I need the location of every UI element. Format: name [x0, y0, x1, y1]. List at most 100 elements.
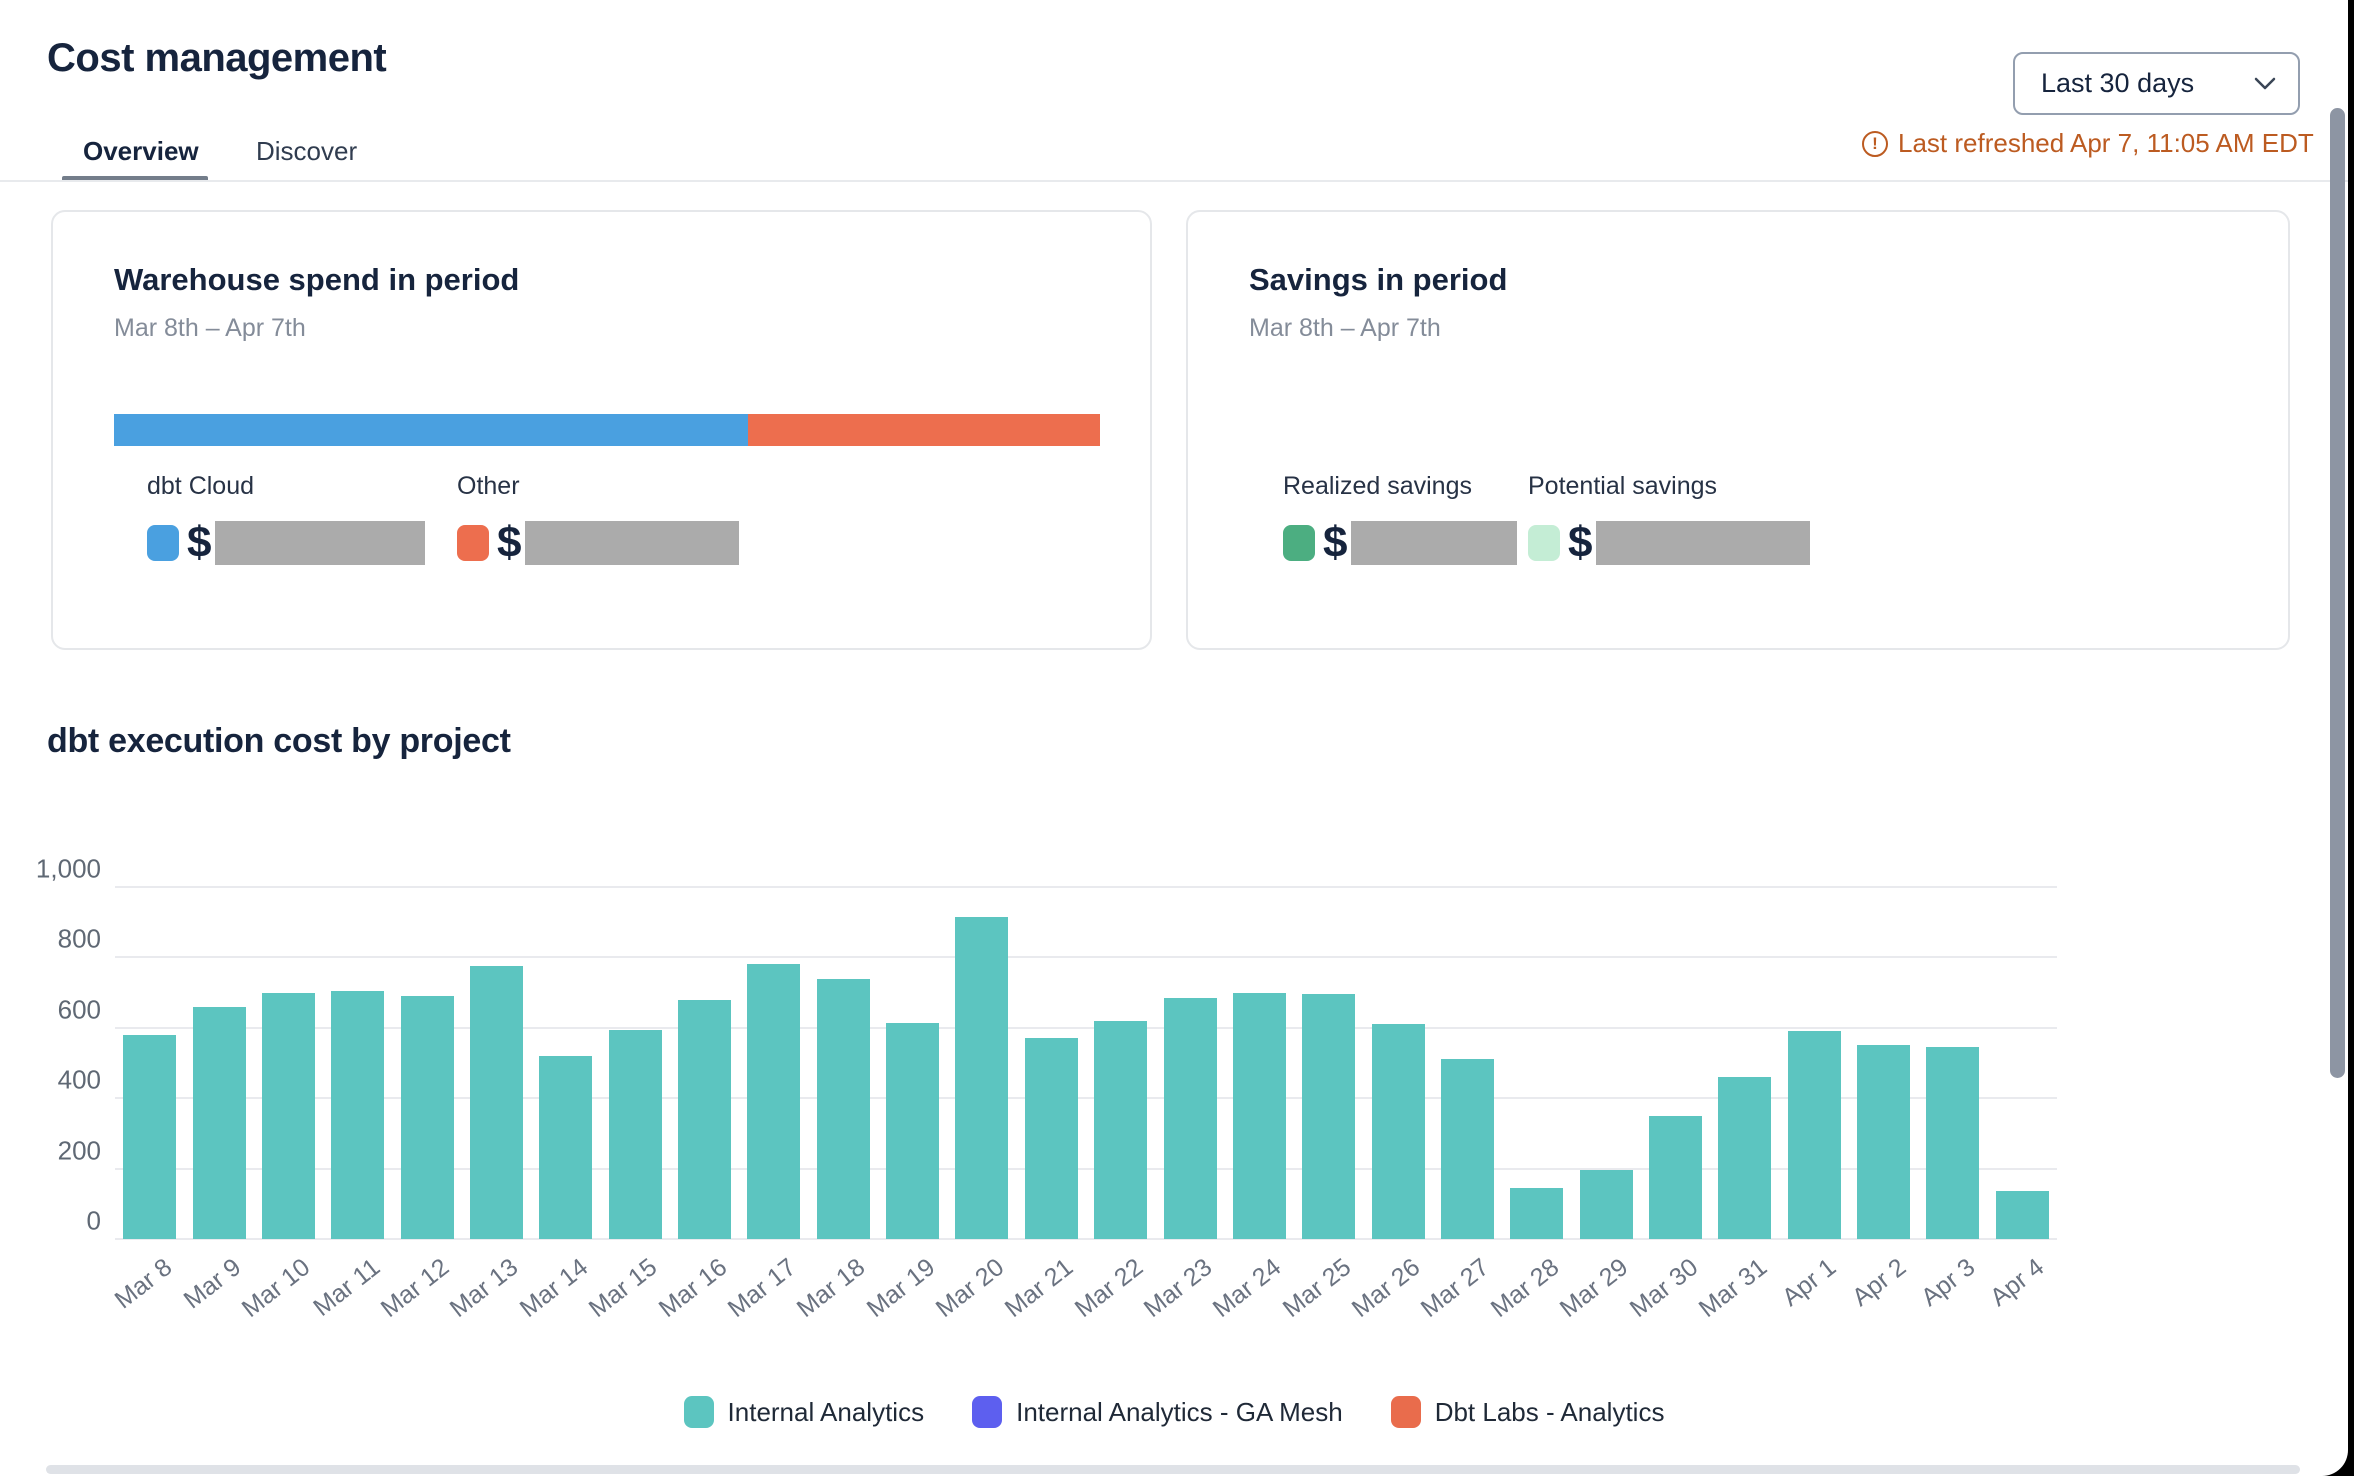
dbt-cloud-swatch-icon	[147, 525, 179, 561]
bar-mar-28[interactable]	[1510, 1187, 1564, 1239]
bar-mar-30[interactable]	[1649, 1115, 1703, 1239]
legend-item-realized-savings: Realized savings $	[1283, 472, 1518, 567]
x-tick-mar-20: Mar 20	[930, 1253, 1010, 1323]
x-tick-mar-13: Mar 13	[445, 1253, 524, 1323]
chart-legend-item-internal-analytics-ga-mesh[interactable]: Internal Analytics - GA Mesh	[972, 1396, 1343, 1428]
x-tick-mar-15: Mar 15	[583, 1253, 663, 1323]
bar-apr-4[interactable]	[1995, 1191, 2049, 1239]
dbt-labs-analytics-swatch-icon	[1390, 1396, 1421, 1428]
bar-apr-2[interactable]	[1857, 1045, 1911, 1239]
legend-value-row: $	[1283, 518, 1518, 567]
last-refreshed-text: Last refreshed Apr 7, 11:05 AM EDT	[1898, 128, 2314, 158]
bar-mar-27[interactable]	[1440, 1059, 1494, 1239]
x-tick-mar-28: Mar 28	[1485, 1253, 1565, 1323]
x-tick-mar-10: Mar 10	[237, 1253, 316, 1323]
x-tick-mar-31: Mar 31	[1693, 1253, 1773, 1323]
redacted-value	[215, 521, 426, 565]
currency-symbol: $	[1323, 518, 1348, 567]
bar-mar-8[interactable]	[123, 1034, 177, 1239]
bar-apr-1[interactable]	[1787, 1031, 1841, 1239]
last-refreshed-status: ! Last refreshed Apr 7, 11:05 AM EDT	[1862, 128, 2314, 159]
bar-mar-11[interactable]	[331, 990, 385, 1239]
x-tick-mar-12: Mar 12	[375, 1253, 455, 1323]
y-tick-200: 200	[57, 1135, 101, 1166]
bar-apr-3[interactable]	[1926, 1047, 1980, 1239]
gridline-0	[115, 1238, 2057, 1240]
bar-mar-17[interactable]	[747, 964, 801, 1239]
legend-label: Potential savings	[1528, 472, 1718, 500]
bar-mar-29[interactable]	[1579, 1170, 1633, 1239]
x-tick-mar-19: Mar 19	[861, 1253, 940, 1323]
bar-mar-16[interactable]	[678, 999, 732, 1239]
bar-mar-9[interactable]	[192, 1006, 246, 1239]
chevron-down-icon	[2254, 77, 2276, 90]
bar-mar-15[interactable]	[608, 1029, 662, 1239]
x-tick-apr-4: Apr 4	[1985, 1253, 2050, 1312]
x-tick-mar-18: Mar 18	[791, 1253, 871, 1323]
bar-mar-10[interactable]	[261, 992, 315, 1239]
potential-savings-swatch-icon	[1528, 525, 1560, 561]
spend-segment-other	[747, 414, 1100, 446]
redacted-value	[1351, 521, 1518, 565]
bar-mar-12[interactable]	[400, 996, 454, 1239]
x-tick-mar-14: Mar 14	[514, 1253, 594, 1323]
realized-savings-swatch-icon	[1283, 525, 1315, 561]
bar-mar-23[interactable]	[1163, 997, 1217, 1239]
chart-legend-label: Dbt Labs - Analytics	[1434, 1396, 1665, 1427]
bar-mar-21[interactable]	[1024, 1038, 1078, 1239]
tab-discover[interactable]: Discover	[256, 136, 358, 166]
internal-analytics-swatch-icon	[683, 1396, 714, 1428]
x-tick-mar-25: Mar 25	[1277, 1253, 1356, 1323]
horizontal-scrollbar[interactable]	[46, 1465, 2300, 1474]
currency-symbol: $	[187, 518, 212, 567]
x-tick-mar-16: Mar 16	[653, 1253, 732, 1323]
vertical-scrollbar[interactable]	[2330, 108, 2345, 1078]
other-swatch-icon	[457, 525, 489, 561]
legend-item-other: Other $	[457, 472, 740, 567]
internal-analytics-ga-mesh-swatch-icon	[972, 1396, 1003, 1428]
y-tick-400: 400	[57, 1064, 101, 1095]
bar-mar-25[interactable]	[1302, 994, 1356, 1239]
warehouse-spend-title: Warehouse spend in period	[114, 262, 520, 297]
warehouse-spend-card: Warehouse spend in period Mar 8th – Apr …	[51, 210, 1152, 650]
x-tick-mar-22: Mar 22	[1069, 1253, 1148, 1323]
y-tick-600: 600	[57, 994, 101, 1025]
bar-mar-31[interactable]	[1718, 1077, 1772, 1239]
x-tick-mar-27: Mar 27	[1416, 1253, 1495, 1323]
currency-symbol: $	[497, 518, 522, 567]
savings-date-range: Mar 8th – Apr 7th	[1249, 314, 1441, 342]
bar-mar-13[interactable]	[469, 966, 523, 1239]
x-tick-mar-23: Mar 23	[1138, 1253, 1218, 1323]
gridline-200	[115, 1167, 2057, 1170]
active-tab-indicator	[62, 176, 208, 182]
gridline-800	[115, 956, 2057, 959]
date-range-value: Last 30 days	[2041, 68, 2195, 98]
x-tick-apr-1: Apr 1	[1777, 1253, 1842, 1312]
bar-mar-24[interactable]	[1232, 992, 1286, 1239]
savings-title: Savings in period	[1249, 262, 1508, 297]
chart-legend-label: Internal Analytics - GA Mesh	[1016, 1396, 1343, 1427]
y-tick-800: 800	[57, 923, 101, 954]
bar-mar-20[interactable]	[955, 916, 1009, 1239]
date-range-select[interactable]: Last 30 days	[2013, 52, 2300, 115]
legend-label: Realized savings	[1283, 472, 1472, 500]
x-tick-mar-11: Mar 11	[307, 1253, 385, 1322]
chart-legend-item-internal-analytics[interactable]: Internal Analytics	[683, 1396, 924, 1428]
chart-legend-item-dbt-labs-analytics[interactable]: Dbt Labs - Analytics	[1390, 1396, 1665, 1428]
bar-mar-14[interactable]	[539, 1055, 593, 1239]
bar-mar-26[interactable]	[1371, 1024, 1425, 1239]
x-tick-mar-24: Mar 24	[1208, 1253, 1287, 1323]
bar-mar-22[interactable]	[1094, 1020, 1148, 1239]
legend-item-potential-savings: Potential savings $	[1528, 472, 1811, 567]
x-tick-mar-21: Mar 21	[999, 1253, 1079, 1323]
chart-legend: Internal Analytics Internal Analytics - G…	[0, 1396, 2348, 1428]
x-tick-mar-29: Mar 29	[1554, 1253, 1634, 1323]
warehouse-spend-stacked-bar	[114, 414, 1100, 446]
header-divider	[0, 180, 2348, 182]
x-tick-apr-2: Apr 2	[1846, 1253, 1911, 1312]
x-tick-mar-8: Mar 8	[109, 1253, 177, 1315]
bar-mar-18[interactable]	[816, 978, 870, 1239]
bar-mar-19[interactable]	[886, 1022, 940, 1239]
tab-overview[interactable]: Overview	[83, 136, 199, 166]
